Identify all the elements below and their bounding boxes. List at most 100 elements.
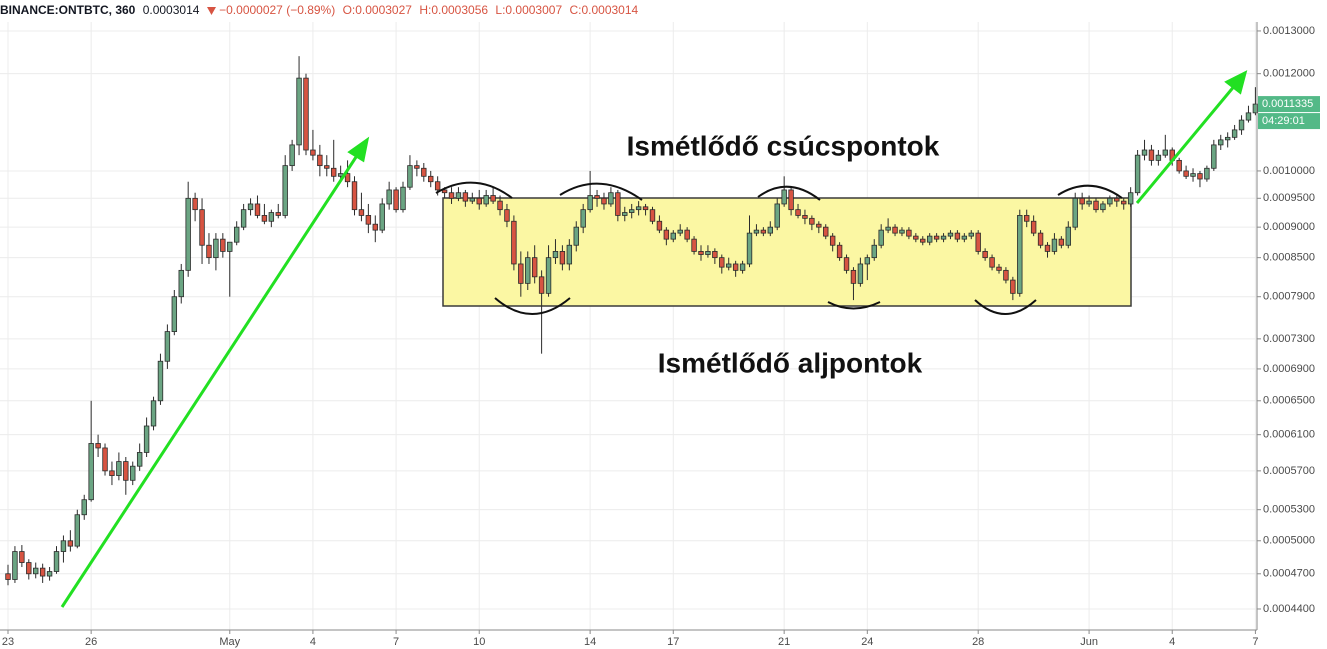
candle-body bbox=[1037, 232, 1044, 246]
candle-body bbox=[843, 257, 850, 271]
open: O:0.0003027 bbox=[342, 3, 412, 17]
candle-body bbox=[1017, 215, 1023, 294]
trough-arc bbox=[974, 299, 1037, 315]
candle-body bbox=[1197, 173, 1203, 180]
y-tick-label: 0.0005300 bbox=[1263, 504, 1315, 516]
candle-body bbox=[199, 209, 205, 246]
candle-body bbox=[428, 175, 434, 183]
candle-body bbox=[712, 251, 718, 259]
candle-body bbox=[1114, 197, 1120, 202]
candle-body bbox=[719, 257, 725, 268]
candle-body bbox=[850, 269, 857, 284]
candle-body bbox=[1231, 129, 1238, 138]
y-tick-label: 0.0004700 bbox=[1263, 568, 1315, 580]
candle-body bbox=[157, 360, 164, 402]
candle-body bbox=[864, 257, 871, 265]
candle-body bbox=[282, 165, 288, 216]
candle-body bbox=[421, 167, 427, 177]
candle-body bbox=[240, 209, 247, 228]
y-tick-label: 0.0004400 bbox=[1263, 603, 1315, 615]
candle-body bbox=[622, 212, 628, 216]
candle-body bbox=[899, 229, 905, 234]
candle-body bbox=[303, 77, 309, 151]
countdown-label: 04:29:01 bbox=[1262, 115, 1305, 127]
candle-body bbox=[372, 223, 378, 231]
candle-body bbox=[1107, 197, 1113, 205]
candle-body bbox=[809, 217, 815, 225]
trend-arrow bbox=[1135, 83, 1238, 204]
candle-body bbox=[206, 244, 212, 259]
x-tick-label: 23 bbox=[2, 636, 14, 648]
candle-body bbox=[53, 551, 60, 572]
candle-body bbox=[538, 276, 545, 294]
candle-body bbox=[996, 266, 1002, 271]
candle-body bbox=[60, 540, 67, 552]
candle-body bbox=[462, 192, 469, 202]
candle-body bbox=[795, 209, 801, 216]
x-tick-label: 17 bbox=[667, 636, 679, 648]
candle-body bbox=[1238, 119, 1245, 131]
candle-body bbox=[289, 144, 295, 167]
y-tick-label: 0.0006900 bbox=[1263, 363, 1315, 375]
candle-body bbox=[933, 235, 940, 240]
candle-body bbox=[1204, 167, 1210, 180]
candle-body bbox=[746, 232, 753, 265]
candle-body bbox=[913, 235, 919, 240]
candle-body bbox=[629, 209, 635, 213]
candle-body bbox=[705, 251, 711, 255]
candle-body bbox=[670, 232, 676, 240]
candle-body bbox=[1065, 226, 1071, 246]
candle-body bbox=[739, 263, 746, 271]
candle-body bbox=[954, 232, 961, 240]
candle-body bbox=[989, 257, 995, 268]
candle-body bbox=[767, 226, 773, 234]
candle-body bbox=[46, 571, 53, 577]
trend-arrow bbox=[60, 153, 360, 608]
candle-body bbox=[594, 195, 600, 199]
candle-body bbox=[1100, 203, 1106, 211]
candle-body bbox=[400, 186, 406, 211]
candle-body bbox=[74, 514, 80, 547]
candle-body bbox=[1183, 170, 1189, 177]
candle-body bbox=[88, 443, 94, 501]
y-tick-label: 0.0007900 bbox=[1263, 291, 1315, 303]
last-price: 0.0003014 bbox=[142, 3, 200, 17]
candle-body bbox=[1030, 220, 1037, 234]
candle-body bbox=[192, 197, 198, 211]
candle-body bbox=[1072, 197, 1078, 228]
candle-body bbox=[587, 195, 593, 211]
candle-body bbox=[823, 226, 829, 237]
axis-layer: 0.0013000 0.0012000 0.0010000 0.0009500 0.00… bbox=[2, 25, 1320, 648]
y-tick-label: 0.0009000 bbox=[1263, 221, 1315, 233]
y-tick-label: 0.0007300 bbox=[1263, 333, 1315, 345]
candle-body bbox=[1148, 149, 1155, 161]
candle-body bbox=[545, 257, 552, 294]
candle-body bbox=[1176, 159, 1182, 172]
candle-body bbox=[829, 235, 836, 246]
candle-body bbox=[774, 203, 780, 228]
grid-layer bbox=[0, 22, 1257, 630]
candle-body bbox=[213, 238, 219, 259]
x-tick-label: 24 bbox=[861, 636, 873, 648]
candle-body bbox=[261, 215, 268, 222]
candle-body bbox=[1121, 200, 1127, 205]
candle-body bbox=[663, 229, 670, 240]
candle-body bbox=[802, 215, 808, 219]
candle-body bbox=[1086, 200, 1092, 205]
candle-body bbox=[227, 241, 233, 252]
annotation: Ismétlődő csúcspontok bbox=[627, 130, 940, 161]
candle-body bbox=[1044, 244, 1051, 252]
y-tick-label: 0.0005000 bbox=[1263, 535, 1315, 547]
candle-body bbox=[580, 209, 586, 228]
candle-body bbox=[760, 229, 767, 234]
candle-body bbox=[233, 226, 240, 243]
candle-body bbox=[220, 238, 226, 252]
candle-body bbox=[67, 540, 74, 547]
candle-body bbox=[691, 238, 697, 252]
symbol: BINANCE:ONTBTC, 360 bbox=[0, 3, 136, 17]
y-tick-label: 0.0012000 bbox=[1263, 68, 1315, 80]
candle-body bbox=[982, 251, 988, 259]
x-tick-label: 7 bbox=[393, 636, 399, 648]
